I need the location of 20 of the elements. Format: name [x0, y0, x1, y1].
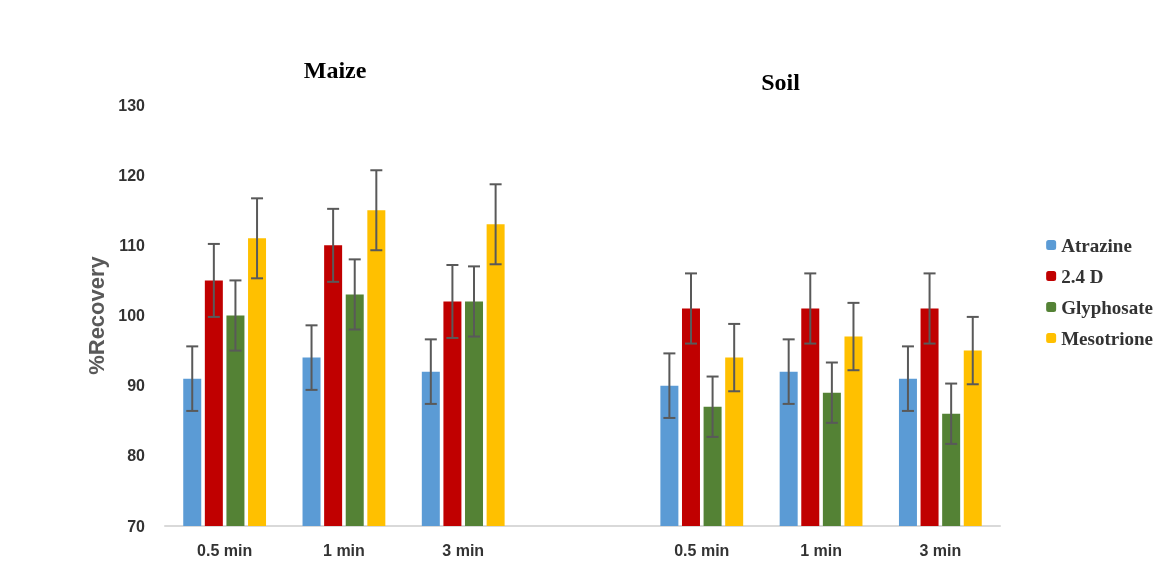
x-tick-label: 3 min — [442, 541, 485, 559]
x-tick-label: 0.5 min — [674, 541, 730, 559]
y-tick-label: 70 — [127, 517, 146, 535]
text: Soil — [761, 69, 801, 95]
text: Maize — [303, 57, 367, 83]
x-tick-label: 3 min — [919, 541, 962, 559]
y-tick-label: 90 — [127, 377, 146, 395]
x-tick-label: 1 min — [323, 541, 365, 559]
x-tick-label: 1 min — [800, 541, 842, 559]
y-axis-title: %Recovery — [83, 255, 109, 375]
legend-label: 2.4 D — [1061, 265, 1104, 287]
legend-label: Mesotrione — [1061, 327, 1153, 349]
x-tick-label: 0.5 min — [197, 541, 253, 559]
y-tick-label: 80 — [127, 447, 146, 465]
legend-label: Atrazine — [1061, 234, 1132, 256]
y-tick-label: 110 — [119, 236, 146, 254]
y-tick-label: 130 — [118, 96, 146, 114]
y-tick-label: 100 — [118, 307, 146, 324]
legend-label: Glyphosate — [1061, 296, 1154, 318]
y-tick-label: 120 — [118, 166, 146, 184]
